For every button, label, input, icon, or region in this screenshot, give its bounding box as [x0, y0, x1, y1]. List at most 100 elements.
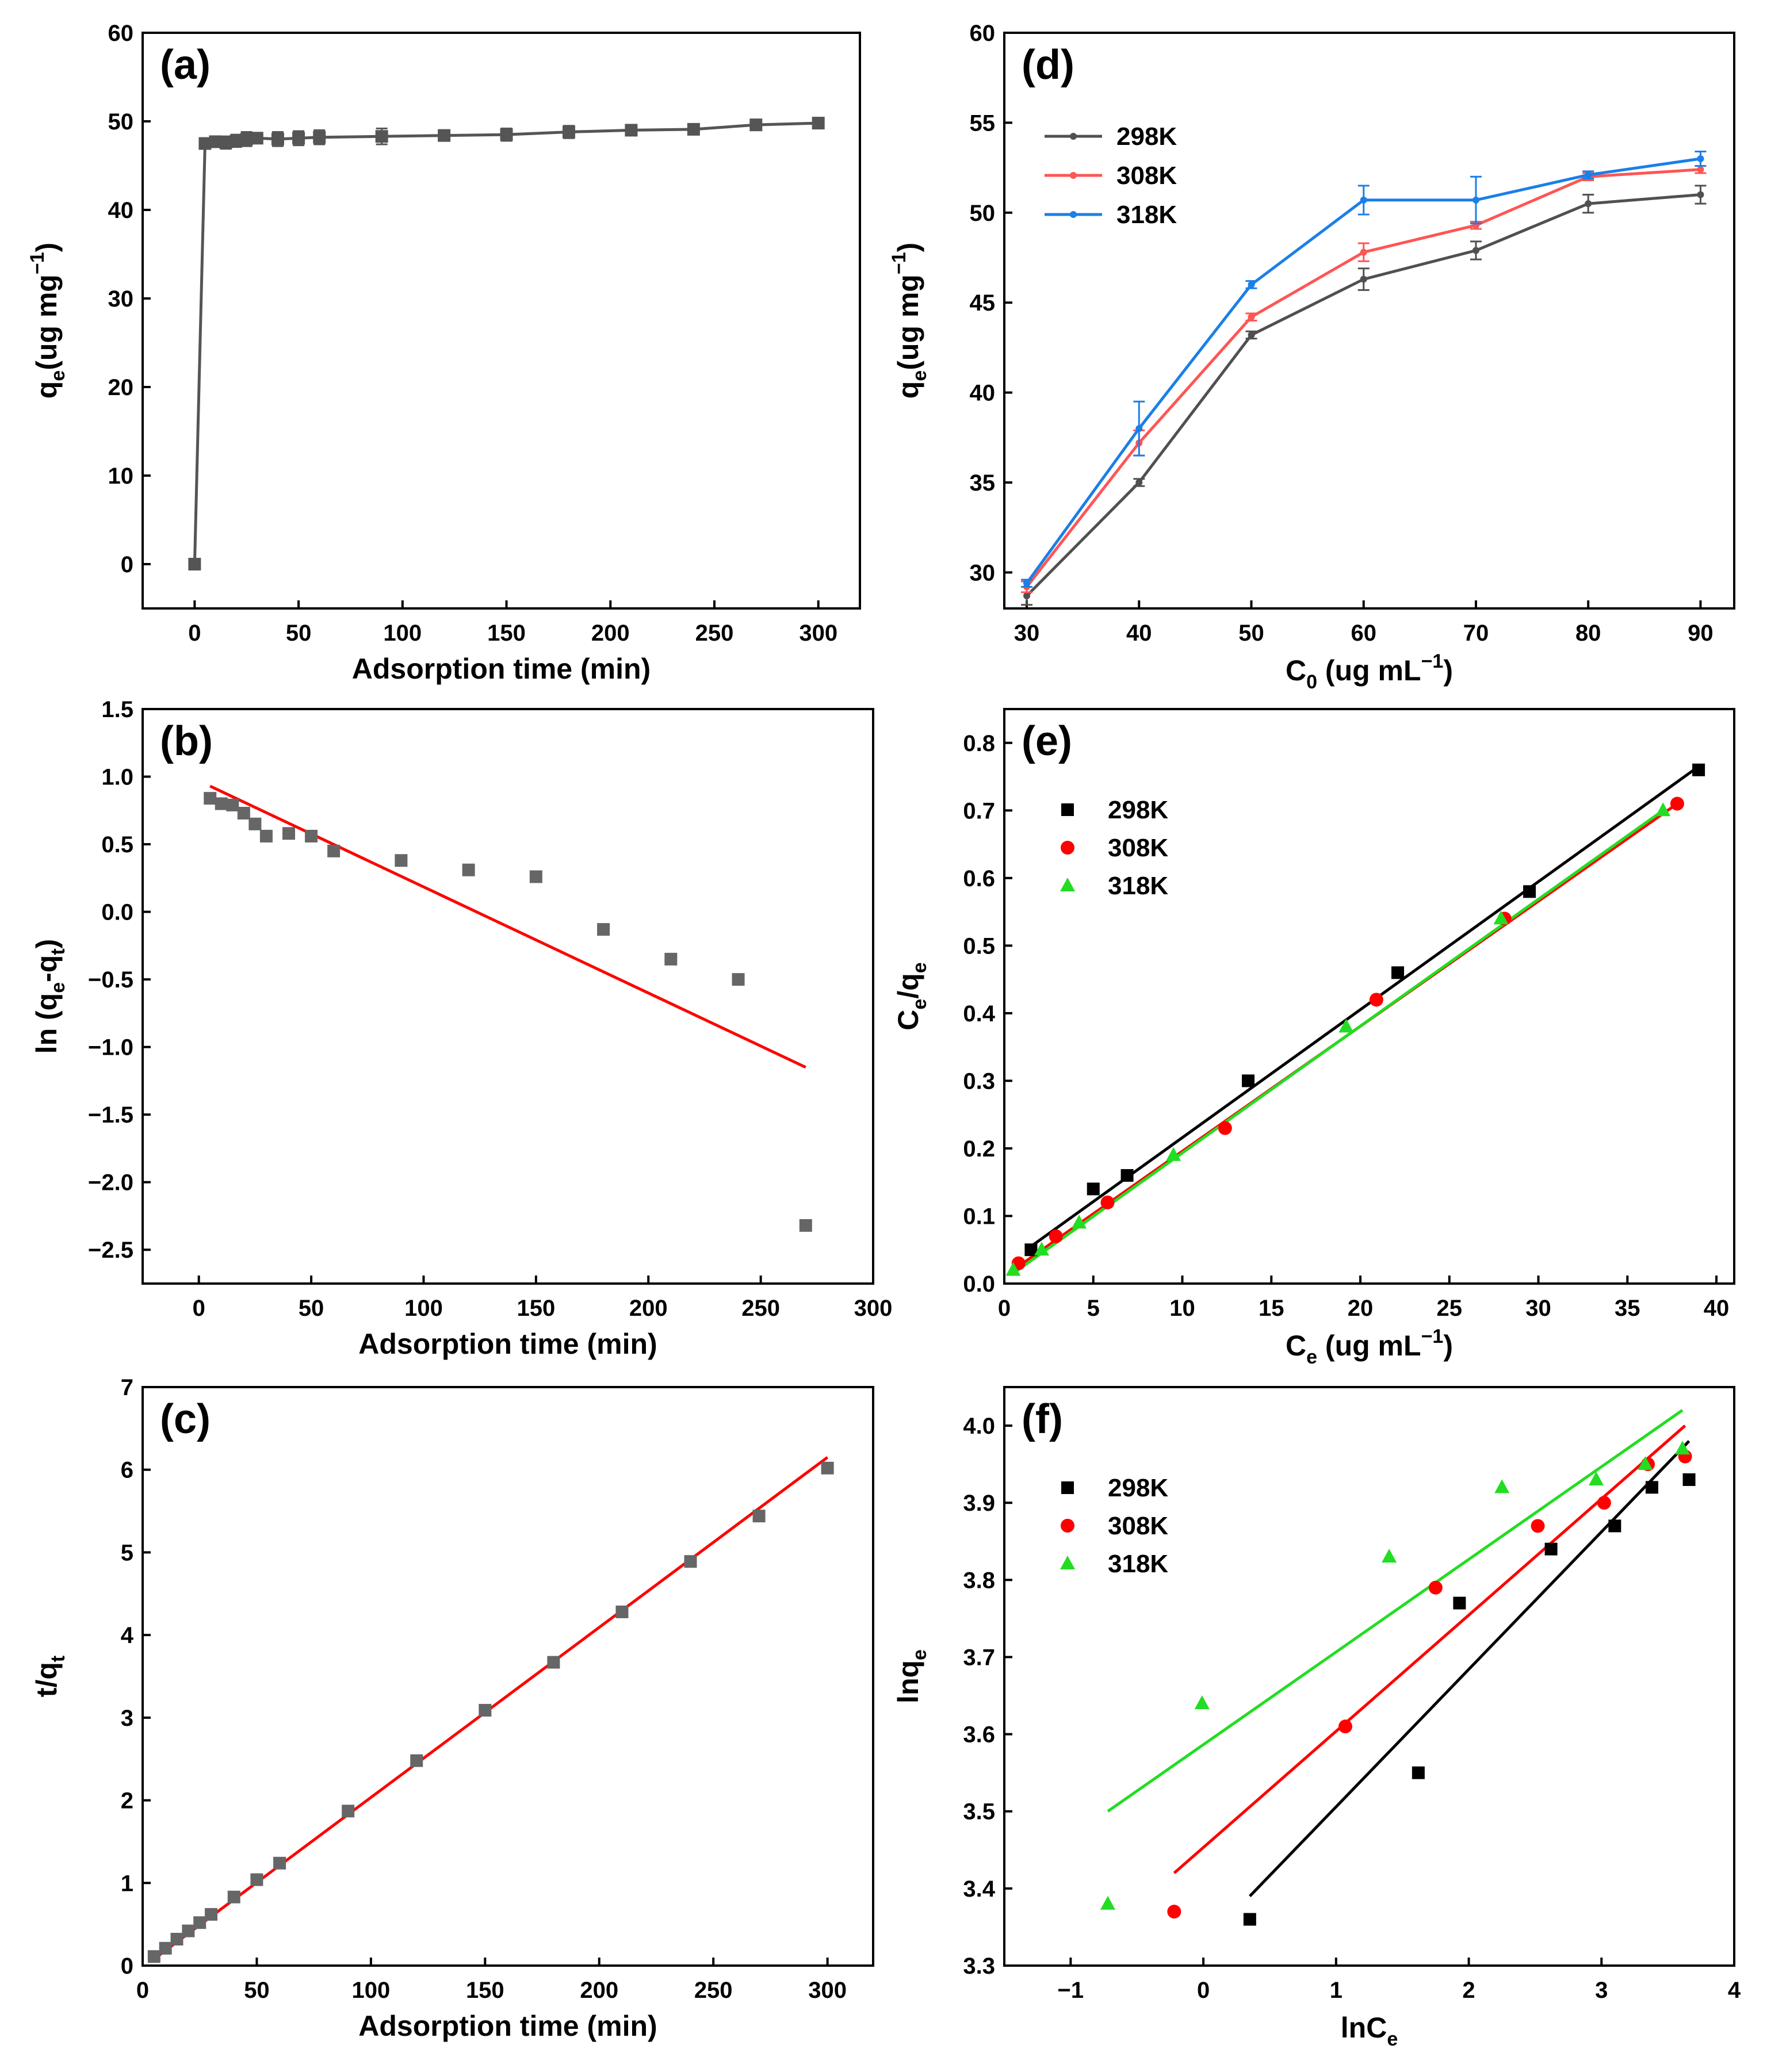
y-axis-title-group: qe(ug mg−1) [888, 243, 931, 399]
y-tick-label: 3.3 [963, 1954, 995, 1979]
x-tick-label: 20 [1348, 1296, 1374, 1321]
data-point [1034, 1242, 1049, 1256]
data-point [1597, 1496, 1611, 1510]
legend-marker [1060, 1556, 1075, 1569]
panel-label: (f) [1022, 1396, 1063, 1442]
data-point [1589, 1471, 1604, 1485]
data-point [1391, 966, 1405, 979]
data-point [1023, 580, 1031, 587]
data-point [1248, 281, 1255, 288]
legend-label: 318K [1108, 1550, 1168, 1578]
x-tick-label: −1 [1058, 1978, 1084, 2003]
data-point [1412, 1766, 1425, 1779]
data-point [159, 1941, 172, 1955]
y-axis-title: ln (qe-qt) [30, 939, 69, 1054]
plot-frame [1003, 32, 1735, 610]
y-tick-label: 40 [108, 198, 134, 223]
legend-label: 308K [1108, 834, 1168, 862]
data-point [1670, 796, 1684, 811]
data-point [292, 132, 305, 145]
series-298K [1024, 763, 1705, 1257]
legend-label: 308K [1116, 162, 1177, 190]
y-tick-label: 0 [121, 1954, 133, 1979]
y-axis-title: lnqe [892, 1649, 931, 1703]
data-point [1472, 247, 1479, 254]
data-point [438, 129, 451, 142]
x-tick-label: 300 [854, 1296, 893, 1321]
legend: 298K 308K 318K [1060, 796, 1168, 900]
y-axis-title-group: qe(ug mg−1) [26, 243, 69, 399]
data-point [1697, 155, 1704, 162]
data-point [1494, 1479, 1510, 1493]
y-tick-label: 50 [970, 201, 996, 226]
legend: 298K 308K 318K [1045, 122, 1177, 229]
x-tick-label: 50 [244, 1978, 270, 2003]
legend-marker [1061, 841, 1074, 855]
data-point [209, 135, 222, 148]
x-tick-label: 50 [1238, 621, 1264, 646]
data-point [1100, 1895, 1115, 1910]
y-tick-label: 20 [108, 375, 134, 400]
legend-marker [1061, 1519, 1074, 1533]
x-tick-label: 30 [1525, 1296, 1551, 1321]
x-tick-label: 300 [808, 1978, 847, 2003]
data-point [327, 844, 341, 857]
panel-label: (b) [160, 718, 213, 764]
y-axis-title-group: lnqe [892, 1649, 931, 1703]
data-point [1472, 196, 1479, 204]
y-tick-label: 0.3 [963, 1068, 995, 1094]
fit-line [209, 784, 806, 1069]
x-tick-label: 200 [629, 1296, 668, 1321]
x-axis-title: Ce (ug mL−1) [1286, 1326, 1453, 1368]
data-point [687, 122, 700, 136]
data-point [1382, 1549, 1397, 1563]
data-point [240, 132, 253, 145]
x-tick-label: 40 [1126, 621, 1152, 646]
data-point [529, 870, 542, 883]
legend-label: 318K [1116, 201, 1177, 229]
x-tick-label: 60 [1351, 621, 1376, 646]
data-point [1675, 1441, 1690, 1455]
legend-marker [1061, 803, 1074, 816]
data-point [395, 854, 408, 867]
plot-area [1021, 150, 1707, 606]
x-tick-label: 80 [1575, 621, 1601, 646]
y-tick-label: 0 [121, 552, 133, 577]
y-tick-label: 30 [970, 560, 996, 585]
data-point [1360, 248, 1367, 256]
y-tick-label: 30 [108, 286, 134, 312]
plot-area [1005, 763, 1705, 1276]
data-point [625, 124, 638, 137]
data-point [1242, 1074, 1255, 1087]
y-tick-label: 60 [970, 21, 996, 46]
y-tick-label: 5 [121, 1540, 133, 1565]
data-point [250, 1873, 263, 1886]
x-axis-title: C0 (ug mL−1) [1286, 650, 1453, 693]
data-point [237, 806, 250, 819]
data-point [1194, 1695, 1210, 1709]
data-point [684, 1555, 697, 1568]
data-point [1166, 1147, 1181, 1161]
data-point [500, 128, 513, 141]
data-point [204, 792, 217, 805]
x-axis-title: Adsorption time (min) [358, 1328, 657, 1360]
x-tick-label: 0 [193, 1296, 205, 1321]
data-point [1135, 479, 1143, 487]
y-tick-label: 3.7 [963, 1645, 995, 1670]
data-point [1248, 313, 1255, 321]
data-point [1608, 1519, 1621, 1533]
panel-f: −1 0 1 2 3 4 3.3 3.4 3.5 3.6 3.7 3.8 3.9 4.0 (f) lnCe ln… [892, 1386, 1741, 2050]
data-point [219, 136, 232, 149]
series-298K [1243, 1473, 1696, 1926]
y-axis-title-group: Ce/qe [892, 962, 931, 1030]
legend-marker [1070, 133, 1077, 140]
legend-label: 298K [1108, 1474, 1168, 1502]
y-tick-label: 35 [970, 470, 996, 496]
x-tick-label: 30 [1014, 621, 1040, 646]
y-axis-title: qe(ug mg−1) [26, 243, 69, 399]
fit-line [1030, 765, 1700, 1248]
y-tick-label: 40 [970, 381, 996, 406]
data-point [1428, 1580, 1443, 1595]
data-point [1523, 885, 1536, 898]
data-point [1167, 1905, 1181, 1919]
